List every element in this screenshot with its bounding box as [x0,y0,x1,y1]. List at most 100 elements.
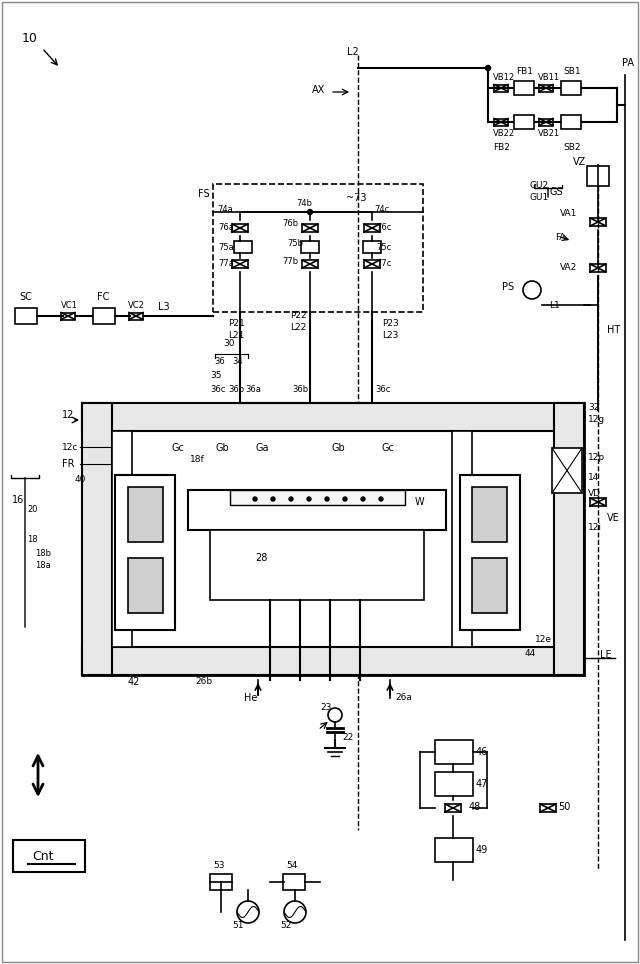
Text: VC1: VC1 [61,301,78,309]
Text: 75a: 75a [218,243,234,252]
Text: 76b: 76b [282,220,298,228]
Text: 26b: 26b [195,678,212,686]
Text: VC2: VC2 [128,301,145,309]
Text: VB12: VB12 [493,72,515,82]
Text: 32: 32 [588,403,600,412]
Text: FB2: FB2 [493,143,510,151]
Text: 34: 34 [232,357,243,365]
Text: 51: 51 [232,921,243,929]
Text: Gb: Gb [332,443,346,453]
Text: SC: SC [19,292,32,302]
Text: VZ: VZ [573,157,586,167]
Text: W: W [415,497,424,507]
Bar [301,241,319,253]
Bar [82,403,112,675]
Text: 35: 35 [210,371,221,381]
Bar [460,475,520,630]
Text: 42: 42 [128,677,140,687]
Text: HT: HT [607,325,620,335]
Text: VB11: VB11 [538,72,560,82]
Text: 75b: 75b [287,239,303,249]
Text: 36c: 36c [210,386,225,394]
Bar [188,490,446,530]
Circle shape [325,497,329,501]
Text: L22: L22 [290,324,307,333]
Bar [363,241,381,253]
Bar [82,647,584,675]
Bar [128,487,163,542]
Text: FA: FA [555,233,565,243]
Text: 16: 16 [12,495,24,505]
Text: 36a: 36a [245,386,261,394]
Text: 22: 22 [342,734,353,742]
Text: 36b: 36b [228,386,244,394]
Bar [435,740,473,764]
Text: FR: FR [62,459,74,469]
Circle shape [289,497,293,501]
Text: L1: L1 [549,302,560,310]
Text: 48: 48 [469,802,481,812]
Text: 12e: 12e [535,635,552,645]
Bar [15,308,37,324]
Text: Ga: Ga [255,443,269,453]
Text: 26a: 26a [395,693,412,703]
Text: 75c: 75c [376,243,391,252]
Text: 44: 44 [525,650,536,658]
Text: VA1: VA1 [560,209,577,219]
Circle shape [379,497,383,501]
Circle shape [307,209,312,215]
Text: 40: 40 [75,474,86,484]
Text: FC: FC [97,292,109,302]
Circle shape [486,66,490,70]
Text: L3: L3 [158,302,170,312]
Text: 52: 52 [280,921,291,929]
Bar [82,403,584,431]
Text: 77b: 77b [282,256,298,265]
Text: 20: 20 [27,505,38,515]
Bar [213,184,423,312]
Text: P22: P22 [290,311,307,320]
Text: P23: P23 [382,318,399,328]
Text: 54: 54 [286,862,298,870]
Bar [210,874,232,890]
Bar [561,115,581,129]
Bar [234,241,252,253]
Text: 14: 14 [588,472,600,481]
Text: GU1: GU1 [530,193,549,201]
Text: 49: 49 [476,845,488,855]
Text: L2: L2 [347,47,359,57]
Bar [587,166,609,186]
Text: 53: 53 [213,862,225,870]
Text: VB22: VB22 [493,129,515,139]
Text: 12i: 12i [588,523,602,532]
Bar [514,81,534,95]
Text: 12: 12 [62,410,74,420]
Text: ~73: ~73 [346,193,367,203]
Text: 18b: 18b [35,549,51,558]
Text: 12p: 12p [588,453,605,463]
Text: FB1: FB1 [516,67,533,75]
Text: 77c: 77c [376,258,392,267]
Text: 36c: 36c [375,386,390,394]
Bar [435,838,473,862]
Text: L23: L23 [382,331,398,339]
Text: 30: 30 [223,339,234,349]
Text: 47: 47 [476,779,488,789]
Text: VE: VE [607,513,620,523]
Text: 46: 46 [476,747,488,757]
Text: 18a: 18a [35,561,51,571]
Text: 12c: 12c [62,442,78,451]
Bar [554,403,584,675]
Bar [230,490,405,505]
Text: VA2: VA2 [560,263,577,273]
Text: He: He [244,693,257,703]
Text: PS: PS [502,282,514,292]
Text: 76a: 76a [218,223,234,231]
Text: 77a: 77a [218,258,234,267]
Text: VB21: VB21 [538,129,560,139]
Bar [552,448,582,493]
Bar [435,772,473,796]
Text: 10: 10 [22,32,38,44]
Circle shape [307,497,311,501]
Text: Gc: Gc [172,443,185,453]
